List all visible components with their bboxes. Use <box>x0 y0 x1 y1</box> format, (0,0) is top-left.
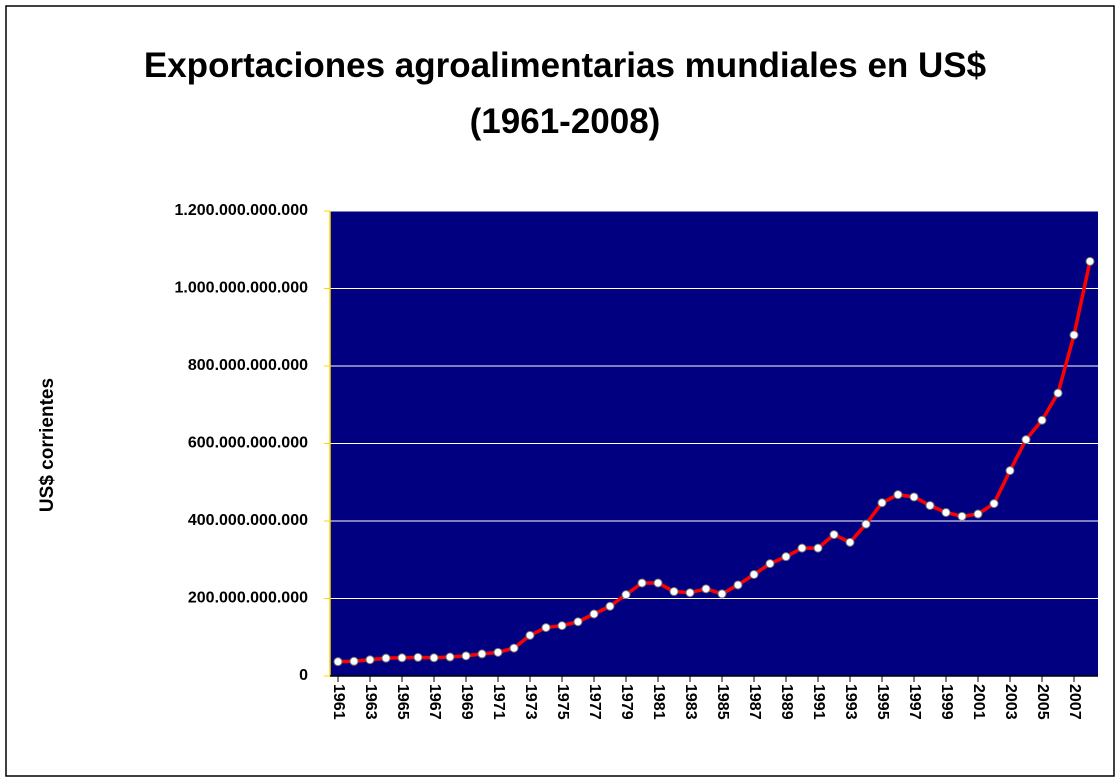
data-point <box>637 578 647 588</box>
y-tick-label: 0 <box>299 667 308 684</box>
data-point <box>429 653 439 663</box>
data-point <box>973 509 983 519</box>
data-point <box>461 651 471 661</box>
x-tick-label: 1969 <box>458 684 475 720</box>
data-point <box>669 587 679 597</box>
x-tick-label: 1985 <box>714 684 731 720</box>
y-tick-label: 800.000.000.000 <box>188 357 308 374</box>
y-tick-label: 1.000.000.000.000 <box>175 280 309 297</box>
data-point <box>1069 330 1079 340</box>
data-point <box>749 569 759 579</box>
data-point <box>829 530 839 540</box>
x-tick-label: 2007 <box>1066 684 1083 720</box>
x-tick-label: 1961 <box>330 684 347 720</box>
data-point <box>989 499 999 509</box>
y-tick-label: 200.000.000.000 <box>188 590 308 607</box>
data-point <box>1053 388 1063 398</box>
x-tick-label: 1973 <box>522 684 539 720</box>
data-point <box>365 655 375 665</box>
data-point <box>957 511 967 521</box>
x-tick-label: 1989 <box>778 684 795 720</box>
data-point <box>1021 435 1031 445</box>
data-point <box>925 501 935 510</box>
y-tick-label: 400.000.000.000 <box>188 512 308 529</box>
data-point <box>525 630 535 640</box>
data-point <box>333 657 343 667</box>
data-point <box>573 617 583 627</box>
data-point <box>717 589 727 599</box>
x-tick-label: 2005 <box>1034 684 1051 720</box>
chart-title: Exportaciones agroalimentarias mundiales… <box>143 46 987 141</box>
data-point <box>509 643 519 653</box>
data-point <box>877 498 887 508</box>
x-tick-label: 1975 <box>554 684 571 720</box>
data-point <box>381 653 391 663</box>
x-tick-label: 2003 <box>1002 684 1019 720</box>
data-point <box>893 490 903 500</box>
x-tick-label: 1993 <box>842 684 859 720</box>
data-point <box>909 492 919 502</box>
data-point <box>413 652 423 662</box>
x-tick-label: 1963 <box>362 684 379 720</box>
data-point <box>797 543 807 553</box>
x-tick-label: 1981 <box>650 684 667 720</box>
x-tick-label: 1999 <box>938 684 955 720</box>
x-tick-label: 1987 <box>746 684 763 720</box>
x-tick-label: 2001 <box>970 684 987 720</box>
data-point <box>1005 466 1015 476</box>
x-tick-label: 1977 <box>586 684 603 720</box>
x-tick-label: 1979 <box>618 684 635 720</box>
data-point <box>349 656 359 666</box>
data-point <box>941 507 951 517</box>
x-tick-label: 1967 <box>426 684 443 720</box>
y-tick-label: 600.000.000.000 <box>188 435 308 452</box>
data-point <box>685 588 695 598</box>
y-axis-label: US$ corrientes <box>37 378 58 512</box>
data-point <box>589 609 599 619</box>
data-point <box>701 584 711 594</box>
x-tick-label: 1997 <box>906 684 923 720</box>
data-point <box>1085 256 1095 266</box>
data-point <box>813 543 823 553</box>
data-point <box>605 601 615 611</box>
data-point <box>445 652 455 662</box>
x-tick-label: 1983 <box>682 684 699 720</box>
x-tick-label: 1971 <box>490 684 507 720</box>
data-point <box>861 519 871 529</box>
x-tick-label: 1995 <box>874 684 891 720</box>
data-point <box>493 647 503 657</box>
data-point <box>765 559 775 569</box>
data-point <box>781 552 791 562</box>
data-point <box>1037 415 1047 425</box>
data-point <box>845 537 855 547</box>
data-point <box>397 653 407 663</box>
data-point <box>477 649 487 659</box>
data-point <box>653 578 663 588</box>
x-tick-label: 1991 <box>810 684 827 720</box>
data-point <box>557 621 567 631</box>
data-point <box>621 590 631 600</box>
x-tick-label: 1965 <box>394 684 411 720</box>
data-point <box>541 623 551 633</box>
y-tick-label: 1.200.000.000.000 <box>175 202 309 219</box>
data-point <box>733 580 743 590</box>
